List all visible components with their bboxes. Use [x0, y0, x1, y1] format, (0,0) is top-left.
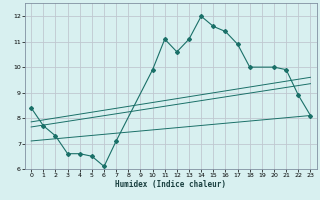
- X-axis label: Humidex (Indice chaleur): Humidex (Indice chaleur): [115, 180, 226, 189]
